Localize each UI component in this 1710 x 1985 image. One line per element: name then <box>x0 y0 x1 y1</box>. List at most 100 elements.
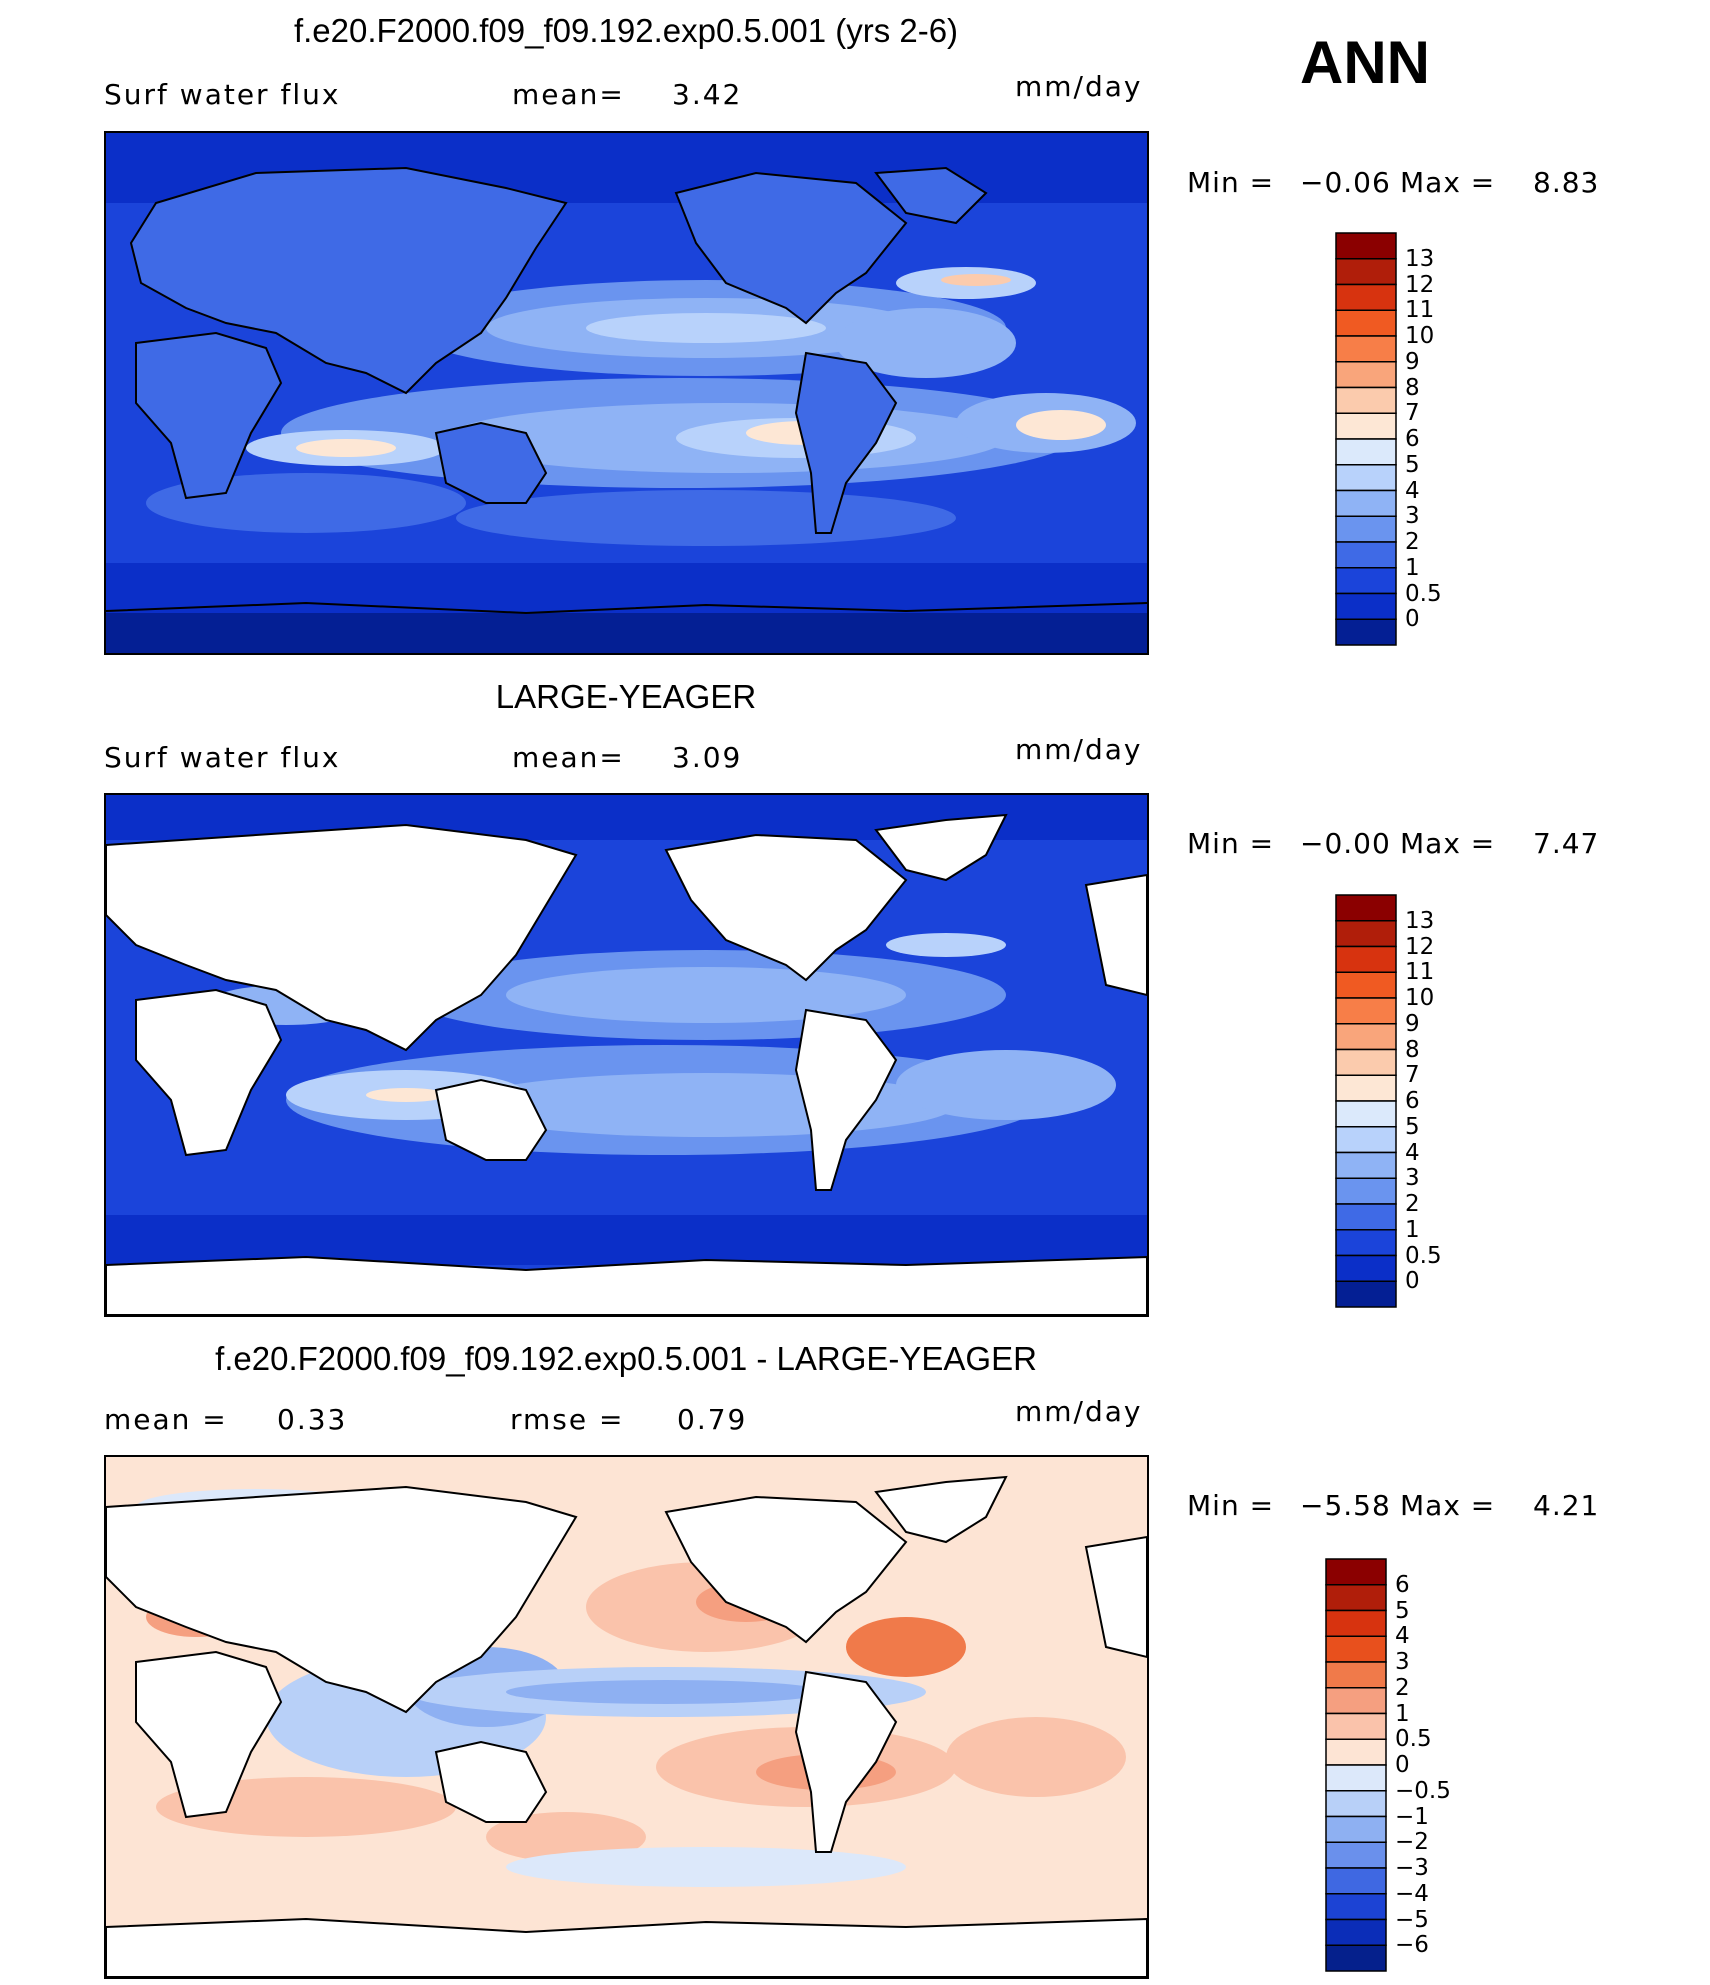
colorbar-box <box>1335 515 1397 543</box>
panel-3-min-label: Min = <box>1187 1489 1275 1522</box>
colorbar-tick-label: 11 <box>1405 297 1435 324</box>
colorbar-box <box>1335 1151 1397 1179</box>
colorbar-box <box>1325 1815 1387 1843</box>
colorbar-box <box>1325 1790 1387 1818</box>
colorbar-tick-label: 0 <box>1405 606 1420 633</box>
colorbar-tick-label: 9 <box>1405 1010 1420 1037</box>
panel-2-mean-value: 3.09 <box>672 741 743 774</box>
panel-1-units: mm/day <box>1015 70 1143 103</box>
panel-1-mean-value: 3.42 <box>672 78 743 111</box>
colorbar-box <box>1325 1764 1387 1792</box>
colorbar-box <box>1335 386 1397 414</box>
colorbar-box <box>1325 1893 1387 1921</box>
colorbar-tick-label: 1 <box>1405 554 1420 581</box>
panel-1-title: f.e20.F2000.f09_f09.192.exp0.5.001 (yrs … <box>293 12 959 49</box>
colorbar-box <box>1325 1584 1387 1612</box>
colorbar-box <box>1335 1203 1397 1231</box>
colorbar-box <box>1335 1177 1397 1205</box>
colorbar-box <box>1335 412 1397 440</box>
panel-2-colorbar: 13 12 11 10 9 8 7 6 5 4 3 2 1 0.5 0 <box>1335 894 1465 1308</box>
panel-3-rmse-value: 0.79 <box>677 1403 748 1436</box>
colorbar-box <box>1335 997 1397 1025</box>
colorbar-box <box>1325 1661 1387 1689</box>
panel-3-colorbar: 6 5 4 3 2 1 0.5 0 −0.5 −1 −2 −3 −4 −5 −6 <box>1325 1558 1465 1972</box>
panel-3-max-value: 4.21 <box>1533 1489 1600 1522</box>
panel-3-map <box>104 1455 1149 1979</box>
panel-2-max-label: Max = <box>1400 827 1496 860</box>
colorbar-box <box>1335 971 1397 999</box>
colorbar-boxes <box>1335 232 1397 646</box>
colorbar-box <box>1325 1635 1387 1663</box>
colorbar-box <box>1335 567 1397 595</box>
colorbar-box <box>1335 618 1397 646</box>
colorbar-tick-label: 12 <box>1405 271 1435 298</box>
panel-1-variable-label: Surf water flux <box>104 78 341 111</box>
colorbar-tick-label: −3 <box>1395 1855 1429 1881</box>
panel-3-min-value: −5.58 <box>1300 1489 1391 1522</box>
panel-1-min-label: Min = <box>1187 166 1275 199</box>
colorbar-tick-label: 3 <box>1405 503 1420 530</box>
colorbar-box <box>1335 945 1397 973</box>
colorbar-tick-label: −0.5 <box>1395 1777 1451 1804</box>
colorbar-tick-label: 2 <box>1405 529 1420 555</box>
colorbar-tick-label: 4 <box>1405 1139 1420 1166</box>
colorbar-tick-label: 8 <box>1405 374 1420 401</box>
panel-1-colorbar: 13 12 11 10 9 8 7 6 5 4 3 2 1 0.5 0 <box>1335 232 1465 646</box>
colorbar-tick-label: −1 <box>1395 1803 1429 1830</box>
colorbar-box <box>1335 361 1397 389</box>
panel-1-max-value: 8.83 <box>1533 166 1600 199</box>
colorbar-box <box>1335 335 1397 363</box>
colorbar-tick-label: 10 <box>1405 323 1435 349</box>
colorbar-box <box>1325 1687 1387 1715</box>
panel-1-map <box>104 131 1149 655</box>
colorbar-tick-label: −4 <box>1395 1880 1429 1907</box>
panel-2-max-value: 7.47 <box>1533 827 1600 860</box>
panel-3-units: mm/day <box>1015 1395 1143 1428</box>
colorbar-tick-label: −6 <box>1395 1932 1429 1959</box>
colorbar-box <box>1335 232 1397 260</box>
panel-2-min-label: Min = <box>1187 827 1275 860</box>
colorbar-tick-label: 6 <box>1405 1088 1420 1114</box>
colorbar-box <box>1325 1712 1387 1740</box>
colorbar-box <box>1335 1280 1397 1308</box>
colorbar-tick-label: 3 <box>1405 1165 1420 1192</box>
panel-2-mean-label: mean= <box>512 741 625 774</box>
colorbar-tick-label: 0 <box>1405 1268 1420 1295</box>
colorbar-tick-label: 9 <box>1405 348 1420 375</box>
panel-1-max-label: Max = <box>1400 166 1496 199</box>
colorbar-box <box>1325 1867 1387 1895</box>
panel-3-title: f.e20.F2000.f09_f09.192.exp0.5.001 - LAR… <box>215 1340 1037 1377</box>
colorbar-tick-label: 7 <box>1405 1062 1420 1089</box>
colorbar-tick-label: 6 <box>1395 1571 1410 1598</box>
colorbar-box <box>1335 1254 1397 1282</box>
panel-2-min-value: −0.00 <box>1300 827 1391 860</box>
panel-3-mean-label: mean = <box>104 1403 228 1436</box>
colorbar-tick-label: 11 <box>1405 959 1435 986</box>
colorbar-boxes <box>1335 894 1397 1308</box>
colorbar-box <box>1325 1738 1387 1766</box>
colorbar-tick-label: 6 <box>1405 426 1420 452</box>
colorbar-tick-label: 0.5 <box>1405 580 1442 607</box>
colorbar-boxes <box>1325 1558 1387 1972</box>
panel-3-mean-value: 0.33 <box>277 1403 348 1436</box>
colorbar-tick-label: 0.5 <box>1405 1242 1442 1269</box>
colorbar-tick-label: −5 <box>1395 1906 1429 1933</box>
colorbar-box <box>1335 894 1397 922</box>
colorbar-tick-label: 2 <box>1395 1674 1410 1701</box>
colorbar-tick-label: 1 <box>1395 1700 1410 1727</box>
colorbar-tick-label: 13 <box>1405 907 1435 934</box>
colorbar-box <box>1335 1100 1397 1128</box>
colorbar-tick-label: 13 <box>1405 245 1435 272</box>
panel-2-map <box>104 793 1149 1317</box>
colorbar-box <box>1335 258 1397 286</box>
panel-2-title: LARGE-YEAGER <box>495 678 757 715</box>
colorbar-box <box>1335 541 1397 569</box>
colorbar-box <box>1335 1023 1397 1051</box>
colorbar-tick-label: 4 <box>1405 477 1420 504</box>
colorbar-tick-label: 2 <box>1405 1191 1420 1217</box>
colorbar-tick-label: 0 <box>1395 1752 1410 1778</box>
panel-2-variable-label: Surf water flux <box>104 741 341 774</box>
colorbar-tick-label: 12 <box>1405 933 1435 960</box>
colorbar-box <box>1335 438 1397 466</box>
colorbar-box <box>1335 309 1397 337</box>
